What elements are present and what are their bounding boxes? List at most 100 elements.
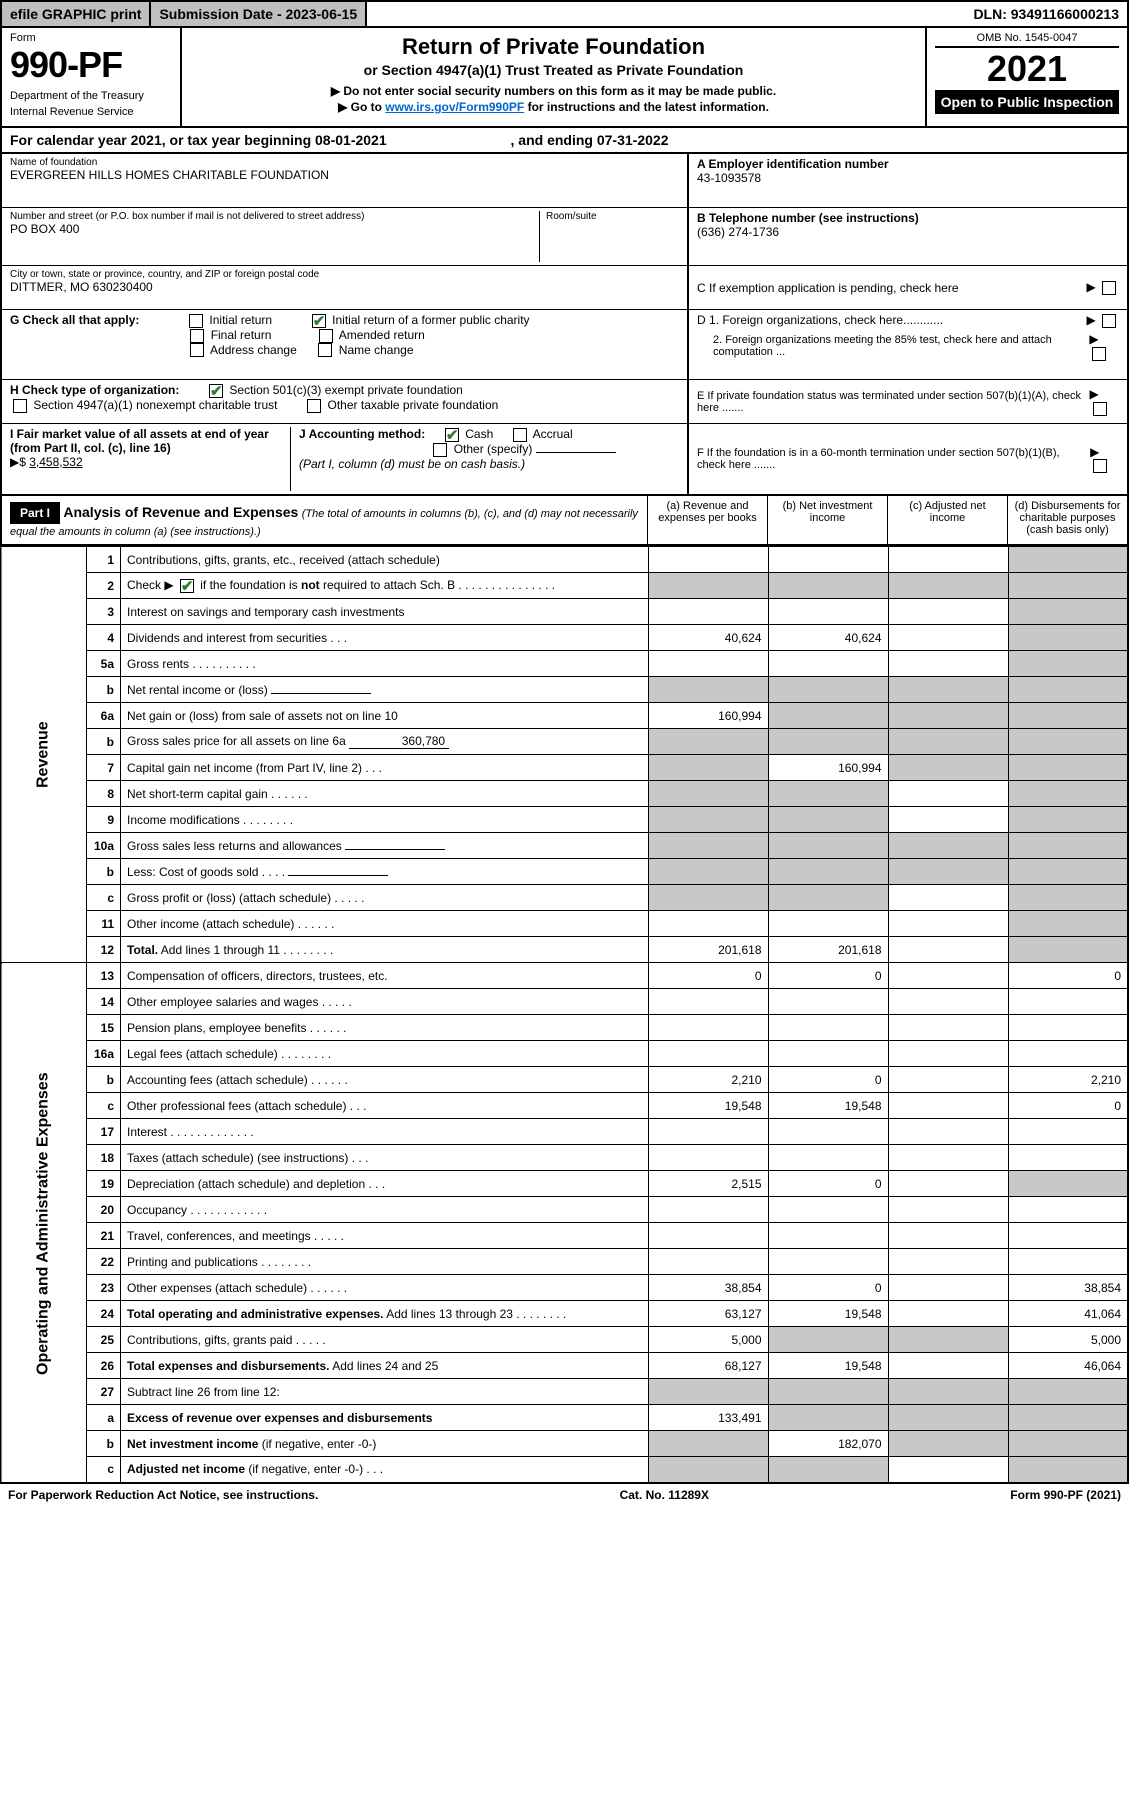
line-number: 10a xyxy=(87,833,121,859)
line-number: 25 xyxy=(87,1327,121,1353)
line-number: b xyxy=(87,1431,121,1457)
d1-label: D 1. Foreign organizations, check here..… xyxy=(697,313,943,327)
line-label: Excess of revenue over expenses and disb… xyxy=(121,1405,649,1431)
table-row: Revenue1Contributions, gifts, grants, et… xyxy=(1,547,1128,573)
cell-a: 160,994 xyxy=(648,703,768,729)
section-i-label: I Fair market value of all assets at end… xyxy=(10,427,269,455)
cell-d xyxy=(1008,625,1128,651)
cell-c xyxy=(888,1353,1008,1379)
address-change-checkbox[interactable] xyxy=(190,343,204,357)
exemption-pending-checkbox[interactable] xyxy=(1102,281,1116,295)
cell-a: 38,854 xyxy=(648,1275,768,1301)
table-row: 12Total. Add lines 1 through 11 . . . . … xyxy=(1,937,1128,963)
cell-a: 68,127 xyxy=(648,1353,768,1379)
line-label: Legal fees (attach schedule) . . . . . .… xyxy=(121,1041,649,1067)
line-number: 6a xyxy=(87,703,121,729)
final-return-checkbox[interactable] xyxy=(190,329,204,343)
name-change-checkbox[interactable] xyxy=(318,343,332,357)
table-row: 9Income modifications . . . . . . . . xyxy=(1,807,1128,833)
line-number: 9 xyxy=(87,807,121,833)
foreign-org-checkbox[interactable] xyxy=(1102,314,1116,328)
line-label: Accounting fees (attach schedule) . . . … xyxy=(121,1067,649,1093)
cell-b: 0 xyxy=(768,1275,888,1301)
line-number: 22 xyxy=(87,1249,121,1275)
amended-return-checkbox[interactable] xyxy=(319,329,333,343)
cell-c xyxy=(888,1431,1008,1457)
line-label: Other expenses (attach schedule) . . . .… xyxy=(121,1275,649,1301)
efile-print-button[interactable]: efile GRAPHIC print xyxy=(2,2,151,26)
line-label: Interest . . . . . . . . . . . . . xyxy=(121,1119,649,1145)
line-number: b xyxy=(87,677,121,703)
other-taxable-checkbox[interactable] xyxy=(307,399,321,413)
part-i-tag: Part I xyxy=(10,502,60,524)
cell-b xyxy=(768,703,888,729)
cell-d: 0 xyxy=(1008,963,1128,989)
table-row: 15Pension plans, employee benefits . . .… xyxy=(1,1015,1128,1041)
cell-b xyxy=(768,729,888,755)
cell-a: 5,000 xyxy=(648,1327,768,1353)
cell-c xyxy=(888,911,1008,937)
table-row: bAccounting fees (attach schedule) . . .… xyxy=(1,1067,1128,1093)
ein-label: A Employer identification number xyxy=(697,157,889,171)
part-i-header: Part I Analysis of Revenue and Expenses … xyxy=(0,496,1129,546)
table-row: aExcess of revenue over expenses and dis… xyxy=(1,1405,1128,1431)
cell-b xyxy=(768,1327,888,1353)
60-month-checkbox[interactable] xyxy=(1093,459,1107,473)
line-number: 21 xyxy=(87,1223,121,1249)
cell-d xyxy=(1008,1457,1128,1483)
initial-former-checkbox[interactable] xyxy=(312,314,326,328)
cell-d xyxy=(1008,781,1128,807)
line-label: Interest on savings and temporary cash i… xyxy=(121,599,649,625)
part-i-title: Analysis of Revenue and Expenses xyxy=(63,504,298,520)
accrual-checkbox[interactable] xyxy=(513,428,527,442)
foundation-name: EVERGREEN HILLS HOMES CHARITABLE FOUNDAT… xyxy=(10,168,679,182)
cell-b xyxy=(768,573,888,599)
foreign-85-checkbox[interactable] xyxy=(1092,347,1106,361)
inline-input xyxy=(288,875,388,876)
cell-a xyxy=(648,677,768,703)
cell-d xyxy=(1008,1197,1128,1223)
inline-input xyxy=(345,849,445,850)
phone-label: B Telephone number (see instructions) xyxy=(697,211,919,225)
table-row: 22Printing and publications . . . . . . … xyxy=(1,1249,1128,1275)
room-label: Room/suite xyxy=(546,211,679,222)
table-row: 19Depreciation (attach schedule) and dep… xyxy=(1,1171,1128,1197)
4947-checkbox[interactable] xyxy=(13,399,27,413)
table-row: 27Subtract line 26 from line 12: xyxy=(1,1379,1128,1405)
table-row: 4Dividends and interest from securities … xyxy=(1,625,1128,651)
table-row: 5aGross rents . . . . . . . . . . xyxy=(1,651,1128,677)
cell-d xyxy=(1008,1145,1128,1171)
section-g: G Check all that apply: Initial return I… xyxy=(2,310,687,380)
line-number: b xyxy=(87,1067,121,1093)
section-f-label: F If the foundation is in a 60-month ter… xyxy=(697,447,1090,471)
cell-b: 160,994 xyxy=(768,755,888,781)
cell-a xyxy=(648,885,768,911)
tax-year: 2021 xyxy=(935,48,1119,90)
cash-checkbox[interactable] xyxy=(445,428,459,442)
other-method-checkbox[interactable] xyxy=(433,443,447,457)
cell-d xyxy=(1008,599,1128,625)
line-label: Income modifications . . . . . . . . xyxy=(121,807,649,833)
table-row: 25Contributions, gifts, grants paid . . … xyxy=(1,1327,1128,1353)
cell-b xyxy=(768,1145,888,1171)
table-row: 26Total expenses and disbursements. Add … xyxy=(1,1353,1128,1379)
cell-c xyxy=(888,755,1008,781)
cell-a xyxy=(648,1223,768,1249)
table-row: 17Interest . . . . . . . . . . . . . xyxy=(1,1119,1128,1145)
line-number: 13 xyxy=(87,963,121,989)
status-terminated-checkbox[interactable] xyxy=(1093,402,1107,416)
cell-b: 201,618 xyxy=(768,937,888,963)
form-link[interactable]: www.irs.gov/Form990PF xyxy=(385,100,524,114)
line-label: Adjusted net income (if negative, enter … xyxy=(121,1457,649,1483)
sch-b-checkbox[interactable] xyxy=(180,579,194,593)
cell-c xyxy=(888,1379,1008,1405)
cell-a xyxy=(648,911,768,937)
initial-return-checkbox[interactable] xyxy=(189,314,203,328)
cell-b: 0 xyxy=(768,963,888,989)
cell-b xyxy=(768,807,888,833)
cell-c xyxy=(888,729,1008,755)
line-label: Pension plans, employee benefits . . . .… xyxy=(121,1015,649,1041)
cash-basis-note: (Part I, column (d) must be on cash basi… xyxy=(299,457,525,471)
501c3-checkbox[interactable] xyxy=(209,384,223,398)
cell-b: 40,624 xyxy=(768,625,888,651)
